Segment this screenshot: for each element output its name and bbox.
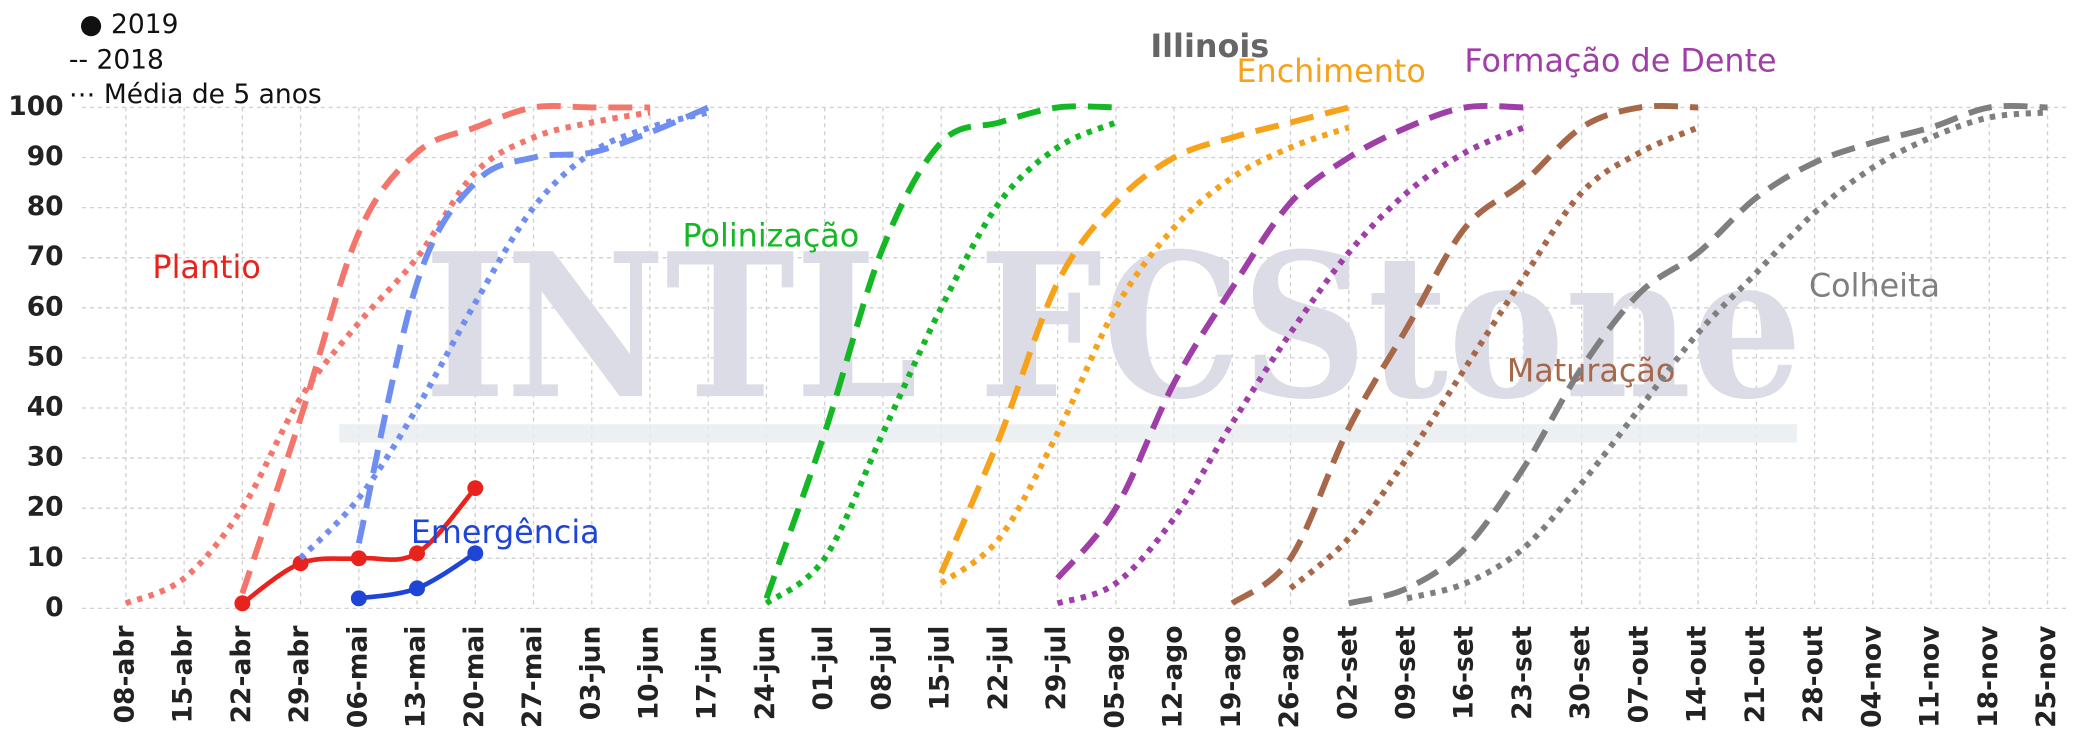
chart-title: Illinois xyxy=(1150,28,1269,65)
line-dashed xyxy=(355,104,710,544)
x-tick-label: 03-jun xyxy=(575,626,606,721)
line-dashed xyxy=(239,102,650,595)
x-tick-label: 18-nov xyxy=(1973,626,2004,728)
y-tick-label: 50 xyxy=(27,341,64,372)
x-tick-label: 06-mai xyxy=(342,626,373,728)
point xyxy=(467,545,484,562)
x-tick-label: 15-jul xyxy=(925,626,956,711)
line-dotted xyxy=(1056,124,1525,607)
y-tick-label: 10 xyxy=(27,542,64,573)
y-tick-label: 90 xyxy=(27,141,64,172)
point xyxy=(350,550,367,567)
y-tick-label: 70 xyxy=(27,241,64,272)
point xyxy=(409,580,426,597)
x-tick-label: 23-set xyxy=(1507,625,1538,720)
legend-entry: -- 2018 xyxy=(69,45,164,76)
x-tick-label: 14-out xyxy=(1682,625,1713,723)
stage-label: Colheita xyxy=(1809,268,1940,305)
x-tick-label: 11-nov xyxy=(1915,626,1946,728)
x-tick-label: 02-set xyxy=(1332,625,1363,720)
line-dashed xyxy=(938,104,1350,575)
y-tick-label: 0 xyxy=(45,592,63,623)
x-tick-label: 13-mai xyxy=(401,626,432,728)
line-dashed xyxy=(763,103,1116,600)
x-tick-label: 01-jul xyxy=(808,626,839,711)
x-tick-label: 27-mai xyxy=(517,626,548,728)
x-tick-label: 26-ago xyxy=(1274,626,1305,729)
point xyxy=(292,555,309,572)
y-tick-label: 20 xyxy=(27,492,64,523)
stage-label: Polinização xyxy=(683,217,860,254)
y-tick-label: 80 xyxy=(27,191,64,222)
y-tick-label: 60 xyxy=(27,291,64,322)
watermark: INTL FCStone xyxy=(424,209,1802,443)
x-tick-label: 08-jul xyxy=(866,626,897,711)
x-tick-label: 15-abr xyxy=(168,626,199,724)
x-tick-label: 19-ago xyxy=(1216,626,1247,729)
line-dashed xyxy=(1230,102,1699,606)
stage-label: Formação de Dente xyxy=(1464,42,1776,79)
x-tick-label: 12-ago xyxy=(1158,626,1189,729)
point xyxy=(350,590,367,607)
x-tick-label: 09-set xyxy=(1390,625,1421,720)
x-tick-label: 29-abr xyxy=(284,626,315,724)
grid xyxy=(82,106,2071,610)
x-tick-label: 21-out xyxy=(1740,625,1771,723)
x-tick-label: 25-nov xyxy=(2031,626,2062,728)
stage-label: Plantio xyxy=(152,249,260,286)
y-tick-label: 100 xyxy=(8,91,63,122)
x-tick-label: 08-abr xyxy=(109,626,140,724)
line-dotted xyxy=(124,109,651,607)
x-tick-label: 30-set xyxy=(1565,625,1596,720)
point xyxy=(409,545,426,562)
line-dashed xyxy=(1055,102,1524,581)
y-tick-label: 30 xyxy=(27,442,64,473)
watermark-bar xyxy=(339,424,1798,443)
x-tick-label: 22-abr xyxy=(226,626,257,724)
stage-label: Emergência xyxy=(411,514,600,551)
x-tick-label: 22-jul xyxy=(983,626,1014,711)
x-tick-label: 16-set xyxy=(1449,625,1480,720)
legend-entry: ⋯ Média de 5 anos xyxy=(69,79,322,110)
x-tick-label: 29-jul xyxy=(1041,626,1072,711)
x-tick-label: 24-jun xyxy=(750,626,781,721)
x-tick-label: 17-jun xyxy=(692,626,723,721)
stage-label: Enchimento xyxy=(1236,53,1425,90)
x-tick-label: 20-mai xyxy=(459,626,490,728)
line-dotted xyxy=(298,109,709,561)
y-tick-label: 40 xyxy=(27,391,64,422)
legend-entry: ● 2019 xyxy=(80,9,179,40)
point xyxy=(234,595,251,612)
x-tick-label: 05-ago xyxy=(1099,626,1130,729)
x-tick-label: 04-nov xyxy=(1856,626,1887,728)
point xyxy=(467,480,484,497)
x-tick-label: 07-out xyxy=(1623,625,1654,723)
x-tick-label: 28-out xyxy=(1798,625,1829,723)
x-tick-label: 10-jun xyxy=(633,626,664,721)
